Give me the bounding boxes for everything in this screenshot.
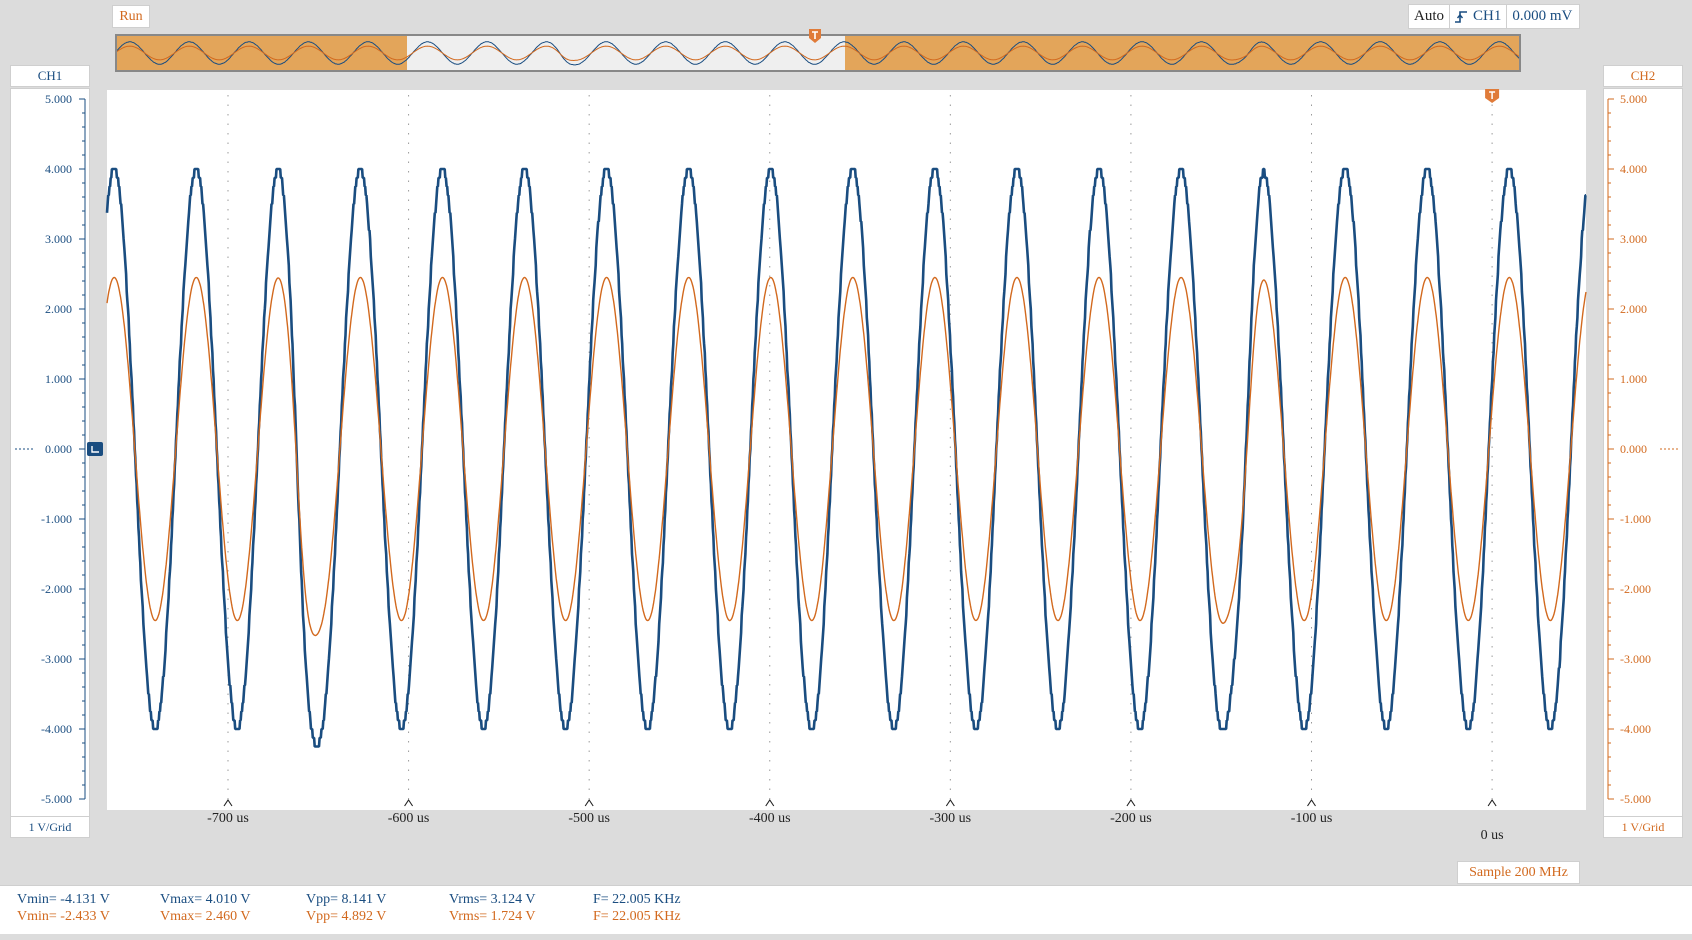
ch2-y-tick-label: -2.000 — [1620, 582, 1651, 596]
x-tick-label: -400 us — [749, 811, 791, 826]
ch2-vrms: Vrms= 1.724 V — [449, 909, 536, 924]
x-tick-arrow — [223, 799, 233, 807]
run-button[interactable]: Run — [112, 5, 150, 28]
ch1-y-tick-label: -5.000 — [41, 792, 72, 806]
x-tick-label: -200 us — [1110, 811, 1152, 826]
ch2-y-tick-label: 3.000 — [1620, 232, 1647, 246]
x-tick-label: -300 us — [930, 811, 972, 826]
x-tick-label: -700 us — [207, 811, 249, 826]
ch1-label[interactable]: CH1 — [10, 65, 90, 87]
ch1-vpp: Vpp= 8.141 V — [306, 892, 387, 907]
x-tick-arrow — [1487, 799, 1497, 807]
x-tick-arrow — [1307, 799, 1316, 807]
ground-marker-icon — [87, 442, 103, 456]
x-tick-arrow — [765, 799, 775, 807]
x-tick-arrow — [404, 799, 414, 807]
x-tick-label: -100 us — [1291, 811, 1333, 826]
ch1-scale[interactable]: 1 V/Grid — [10, 816, 90, 838]
overview-line-ch2 — [116, 45, 1520, 62]
overview-shade-right — [845, 36, 1519, 70]
rising-edge-icon[interactable] — [1454, 9, 1468, 25]
ch1-y-tick-label: 2.000 — [45, 302, 72, 316]
series-line-ch2 — [106, 276, 1587, 637]
ch2-y-tick-label: 5.000 — [1620, 92, 1647, 106]
ch2-vmax: Vmax= 2.460 V — [160, 909, 251, 924]
ch1-y-tick-label: 5.000 — [45, 92, 72, 106]
x-tick-label: -600 us — [388, 811, 430, 826]
ch1-vmin: Vmin= -4.131 V — [17, 892, 110, 907]
ch1-vmax: Vmax= 4.010 V — [160, 892, 251, 907]
ch1-vrms: Vrms= 3.124 V — [449, 892, 536, 907]
ch2-axis-panel — [1603, 88, 1683, 818]
trigger-mode[interactable]: Auto — [1409, 5, 1450, 28]
series-line-ch1 — [105, 167, 1587, 748]
ch1-freq: F= 22.005 KHz — [593, 892, 681, 907]
ch2-scale[interactable]: 1 V/Grid — [1603, 816, 1683, 838]
ch1-y-tick-label: 0.000 — [45, 442, 72, 456]
ch1-y-tick-label: -1.000 — [41, 512, 72, 526]
ch2-y-tick-label: 4.000 — [1620, 162, 1647, 176]
ch2-y-tick-label: 0.000 — [1620, 442, 1647, 456]
trigger-source[interactable]: CH1 — [1473, 8, 1502, 24]
trigger-settings[interactable]: Auto CH1 0.000 mV — [1408, 4, 1580, 29]
ch2-y-tick-label: -3.000 — [1620, 652, 1651, 666]
ch2-vpp: Vpp= 4.892 V — [306, 909, 387, 924]
x-tick-arrow — [1126, 799, 1136, 807]
ch2-freq: F= 22.005 KHz — [593, 909, 681, 924]
ch2-y-tick-label: -4.000 — [1620, 722, 1651, 736]
overview-svg — [116, 36, 1520, 70]
ch2-y-tick-label: -1.000 — [1620, 512, 1651, 526]
ch1-y-tick-label: -3.000 — [41, 652, 72, 666]
ch2-y-tick-label: 2.000 — [1620, 302, 1647, 316]
sample-rate: Sample 200 MHz — [1457, 861, 1580, 884]
waveform-chart: -700 us -600 us -500 us -400 us -300 us -200 … — [15, 89, 1680, 843]
x-tick-arrow — [584, 799, 594, 807]
trigger-marker-icon[interactable] — [808, 28, 822, 49]
ch2-vmin: Vmin= -2.433 V — [17, 909, 110, 924]
overview-shade-left — [117, 36, 407, 70]
ch2-label[interactable]: CH2 — [1603, 65, 1683, 87]
ch1-y-tick-label: 1.000 — [45, 372, 72, 386]
ch1-y-tick-label: -2.000 — [41, 582, 72, 596]
x-tick-label: 0 us — [1481, 828, 1504, 843]
ch1-y-tick-label: 4.000 — [45, 162, 72, 176]
overview-line-ch1 — [116, 41, 1520, 66]
x-tick-arrow — [945, 799, 955, 807]
waveform-overview[interactable] — [115, 34, 1521, 72]
ch2-y-tick-label: -5.000 — [1620, 792, 1651, 806]
trigger-marker-icon — [1485, 89, 1500, 103]
ch1-axis-panel — [10, 88, 90, 818]
trigger-level[interactable]: 0.000 mV — [1506, 5, 1577, 28]
ch2-y-tick-label: 1.000 — [1620, 372, 1647, 386]
x-tick-label: -500 us — [568, 811, 610, 826]
measurements-panel: Vmin= -4.131 V Vmax= 4.010 V Vpp= 8.141 … — [0, 885, 1692, 934]
ch1-y-tick-label: -4.000 — [41, 722, 72, 736]
ch1-y-tick-label: 3.000 — [45, 232, 72, 246]
